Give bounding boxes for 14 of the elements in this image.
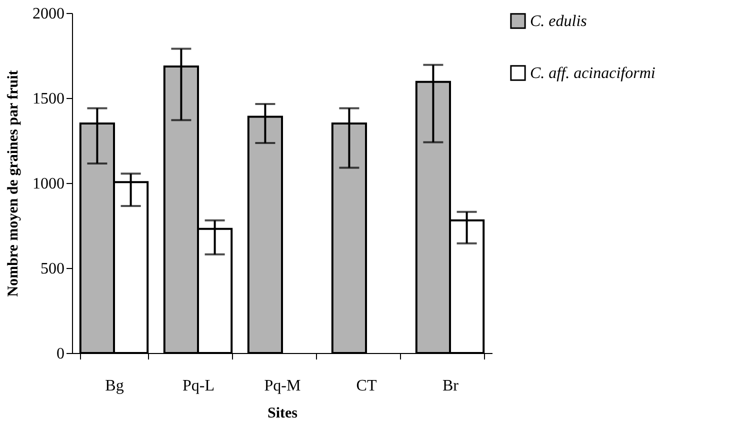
x-tick-label: Br xyxy=(442,378,460,394)
legend-label: C. edulis xyxy=(530,13,587,30)
y-axis-title: Nombre moyen de graines par fruit xyxy=(6,70,22,297)
legend-label: C. aff. acinaciformi xyxy=(530,65,656,82)
x-tick-label: Bg xyxy=(105,378,124,394)
y-tick-label: 500 xyxy=(40,260,64,278)
y-tick-label: 1000 xyxy=(32,176,64,192)
y-tick-label: 1500 xyxy=(32,90,64,108)
x-tick-label: Pq-L xyxy=(182,378,214,394)
x-tick-label: CT xyxy=(356,378,377,394)
x-tick-label: Pq-M xyxy=(264,378,301,394)
x-axis-title: Sites xyxy=(268,406,298,422)
y-tick-label: 2000 xyxy=(32,6,64,22)
y-tick-label: 0 xyxy=(56,346,64,362)
